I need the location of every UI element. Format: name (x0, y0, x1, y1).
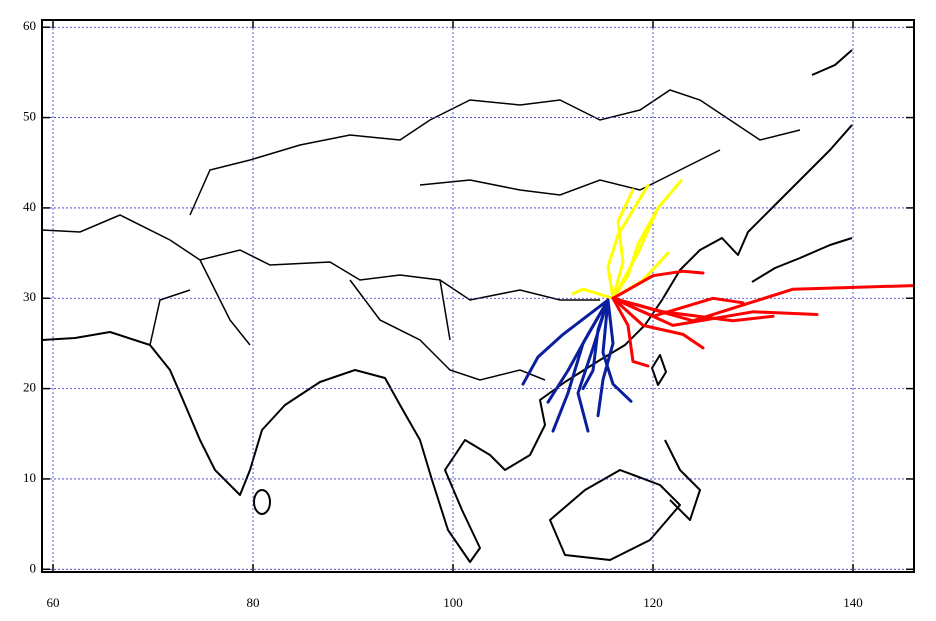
coastline (41, 124, 853, 563)
y-tick-label: 30 (23, 289, 36, 304)
trajectory (611, 269, 705, 300)
trajectory (611, 179, 683, 300)
axes: 60 80 100 120 140 0 10 20 30 40 50 60 (23, 18, 914, 610)
y-tick-label: 0 (30, 560, 37, 575)
y-tick-label: 10 (23, 470, 36, 485)
y-tick-label: 50 (23, 109, 36, 124)
country-borders (41, 89, 801, 381)
x-tick-label: 120 (643, 595, 663, 610)
trajectory (596, 298, 615, 418)
grid (42, 20, 914, 572)
borneo (549, 469, 681, 561)
japan (751, 49, 853, 283)
taiwan (651, 354, 667, 386)
y-tick-label: 20 (23, 380, 36, 395)
trajectory (606, 183, 650, 300)
basemap (41, 49, 853, 563)
trajectory (601, 298, 633, 403)
trajectory (611, 296, 745, 318)
philippines (664, 439, 701, 521)
trajectory (571, 287, 615, 300)
trajectory (611, 296, 775, 323)
trajectory (611, 206, 660, 300)
trajectory (581, 298, 610, 391)
y-tick-label: 40 (23, 199, 36, 214)
trajectories (521, 179, 915, 433)
trajectory (546, 298, 610, 404)
trajectory (611, 296, 705, 350)
trajectory (521, 298, 610, 386)
y-tick-label: 60 (23, 18, 36, 33)
x-tick-label: 100 (443, 595, 463, 610)
x-tick-label: 140 (843, 595, 863, 610)
plot-frame (41, 19, 915, 573)
trajectory (611, 188, 635, 300)
sri-lanka (253, 489, 271, 515)
trajectory (611, 296, 650, 368)
x-tick-label: 60 (47, 595, 60, 610)
x-tick-label: 80 (247, 595, 260, 610)
